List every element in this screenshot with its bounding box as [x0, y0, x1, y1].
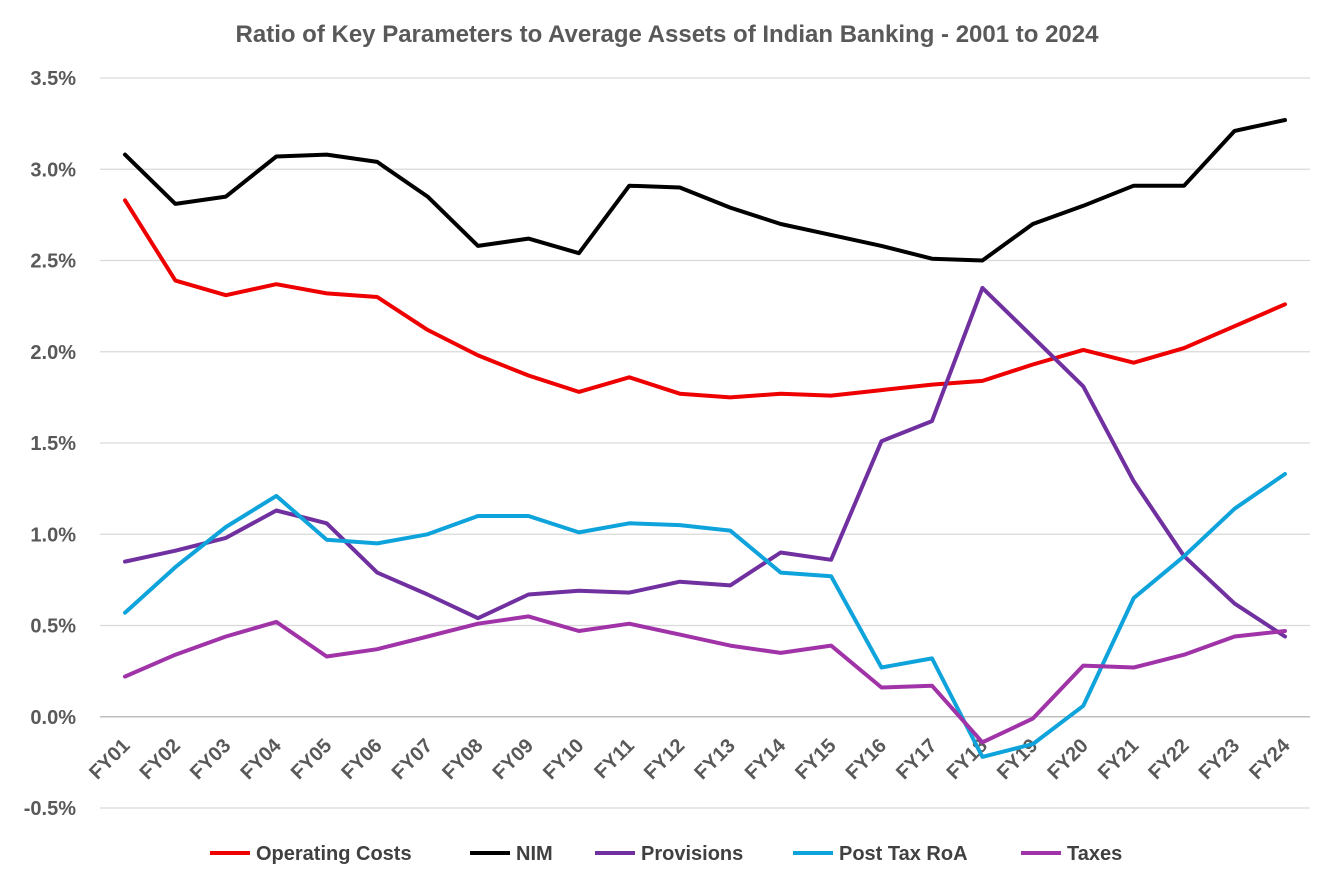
x-tick-label: FY05	[287, 735, 336, 784]
series-lines	[123, 118, 1287, 759]
y-tick-label: 2.5%	[30, 251, 76, 273]
x-tick-label: FY12	[640, 735, 689, 784]
x-tick-label: FY14	[741, 734, 791, 784]
legend: Operating Costs NIM Provisions Post Tax RoA…	[210, 843, 1122, 865]
x-tick-label: FY16	[842, 735, 891, 784]
x-axis-ticks: FY01 FY02 FY03 FY04 FY05 FY06 FY07 FY08 FY09 FY10…	[85, 734, 1295, 784]
x-tick-label: FY06	[337, 735, 386, 784]
series-line-taxes	[123, 614, 1287, 745]
y-tick-label: 0.0%	[30, 707, 76, 729]
y-tick-label: 1.5%	[30, 433, 76, 455]
legend-label: Post Tax RoA	[839, 843, 968, 865]
legend-item: Operating Costs	[210, 843, 412, 865]
x-tick-label: FY23	[1195, 735, 1244, 784]
x-tick-label: FY17	[892, 735, 941, 784]
x-tick-label: FY01	[85, 735, 134, 784]
legend-item: Taxes	[1021, 843, 1122, 865]
x-tick-label: FY11	[590, 735, 639, 784]
x-tick-label: FY04	[236, 734, 286, 784]
y-axis-ticks: -0.5% 0.0% 0.5% 1.0% 1.5% 2.0% 2.5% 3.0% 3.5%	[24, 68, 76, 820]
legend-item: Provisions	[595, 843, 743, 865]
y-tick-label: 1.0%	[30, 524, 76, 546]
legend-label: Operating Costs	[256, 843, 412, 865]
y-tick-label: -0.5%	[24, 798, 76, 820]
x-tick-label: FY02	[136, 735, 185, 784]
series-line-nim	[123, 118, 1287, 263]
chart-title: Ratio of Key Parameters to Average Asset…	[236, 21, 1100, 48]
legend-label: NIM	[516, 843, 553, 865]
x-tick-label: FY13	[690, 735, 739, 784]
legend-label: Taxes	[1067, 843, 1122, 865]
y-tick-label: 0.5%	[30, 616, 76, 638]
x-tick-label: FY08	[438, 735, 487, 784]
x-tick-label: FY21	[1094, 735, 1143, 784]
gridlines	[100, 77, 1310, 809]
series-line-operating-costs	[123, 198, 1287, 400]
legend-item: Post Tax RoA	[793, 843, 968, 865]
x-tick-label: FY15	[791, 735, 840, 784]
y-tick-label: 3.0%	[30, 159, 76, 181]
series-line-provisions	[123, 285, 1287, 639]
legend-label: Provisions	[641, 843, 743, 865]
x-tick-label: FY10	[539, 735, 588, 784]
y-tick-label: 2.0%	[30, 342, 76, 364]
legend-item: NIM	[470, 843, 553, 865]
x-tick-label: FY24	[1245, 734, 1295, 784]
x-tick-label: FY03	[186, 735, 235, 784]
series-line-post-tax-roa	[123, 472, 1287, 759]
y-tick-label: 3.5%	[30, 68, 76, 90]
x-tick-label: FY07	[388, 735, 437, 784]
x-tick-label: FY22	[1144, 735, 1193, 784]
x-tick-label: FY20	[1043, 735, 1092, 784]
x-tick-label: FY09	[489, 735, 538, 784]
